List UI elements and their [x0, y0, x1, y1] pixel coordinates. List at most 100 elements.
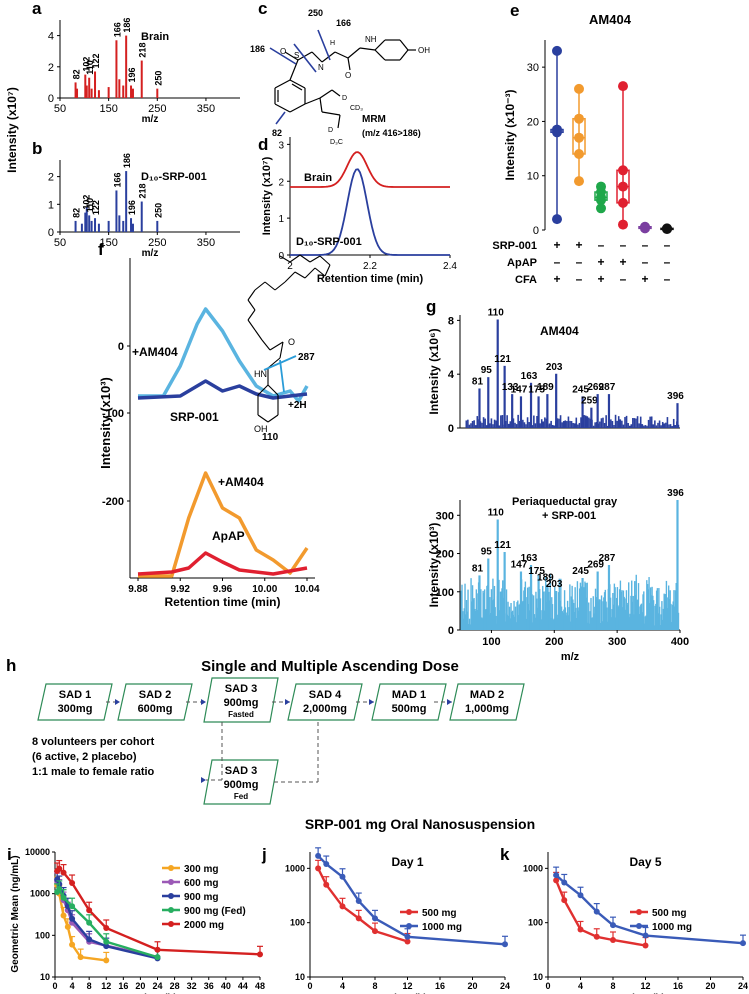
peak-label: 95	[481, 365, 493, 376]
pk-point	[77, 954, 84, 961]
bond	[267, 357, 281, 369]
row-label: ApAP	[507, 257, 537, 269]
bond	[289, 103, 306, 113]
peak-label: 218	[138, 43, 148, 58]
pk-point	[86, 907, 93, 914]
peak-label: 175	[528, 566, 545, 577]
cohort-box	[371, 683, 447, 721]
series-label: +AM404	[132, 345, 178, 359]
bond	[269, 341, 284, 351]
pk-point	[60, 894, 67, 901]
peak-label: 166	[112, 22, 122, 37]
legend-marker	[636, 923, 642, 929]
bond	[289, 79, 306, 89]
arrow-head	[447, 699, 452, 705]
x-tick-label: 350	[197, 103, 215, 115]
x-tick-label: 24	[738, 981, 748, 991]
legend-label: 2000 mg	[184, 920, 224, 931]
fragment-label: 287	[298, 352, 315, 363]
cohort-label: SAD 1	[59, 689, 91, 701]
panel-letter: g	[426, 297, 436, 316]
peak-label: 203	[546, 579, 563, 590]
peak-label: 121	[494, 540, 511, 551]
y-tick-label: 4	[448, 369, 455, 381]
peak-label: 186	[122, 18, 132, 33]
pk-point	[323, 861, 330, 868]
pk-point	[740, 940, 746, 947]
pk-series-line	[555, 874, 744, 945]
atom-label: D₃C	[330, 139, 343, 146]
data-point	[574, 149, 584, 159]
x-tick-label: 4	[340, 981, 345, 991]
pk-point	[323, 881, 330, 888]
bond	[261, 339, 271, 351]
bond	[314, 267, 326, 277]
row-mark: –	[642, 238, 649, 252]
bond	[257, 414, 269, 423]
bond	[399, 39, 409, 51]
x-tick-label: 48	[255, 981, 265, 991]
row-mark: –	[620, 238, 627, 252]
pk-point	[404, 938, 411, 945]
bond	[319, 97, 323, 113]
y-tick-label: 30	[527, 62, 539, 74]
row-mark: –	[576, 272, 583, 286]
peak-label: 110	[85, 60, 95, 75]
pk-point	[69, 915, 76, 922]
trace-am404-srp	[138, 307, 309, 403]
peak-label: 122	[91, 53, 101, 68]
x-tick-label: 10.00	[252, 584, 277, 595]
row-mark: +	[619, 255, 626, 269]
bond	[284, 271, 296, 283]
pk-point	[593, 908, 600, 915]
atom-label: H	[330, 40, 335, 47]
pk-point	[103, 957, 110, 964]
cohort-note: (6 active, 2 placebo)	[32, 751, 137, 763]
fragment-label: 186	[250, 44, 265, 54]
pk-point	[69, 880, 76, 887]
x-tick-label: 0	[545, 981, 550, 991]
pk-series-line	[317, 854, 506, 946]
y-tick-label: 10	[40, 972, 50, 982]
fragment-label: 110	[262, 432, 279, 443]
data-point	[618, 181, 628, 192]
peak-label: 163	[521, 371, 538, 382]
bond	[337, 114, 341, 129]
peak-label: 147	[511, 384, 528, 395]
atom-label: N	[318, 63, 324, 72]
bond	[304, 97, 321, 105]
peak-label: 82	[72, 208, 82, 218]
cohort-box	[117, 683, 193, 721]
row-mark: +	[597, 272, 604, 286]
bond	[324, 264, 331, 277]
am404-structure	[247, 254, 331, 423]
bond	[374, 39, 386, 51]
x-tick-label: 28	[170, 981, 180, 991]
pk-point	[577, 892, 584, 899]
chart-subtitle: + SRP-001	[542, 510, 596, 522]
atom-label: D	[342, 95, 347, 102]
row-mark: –	[620, 272, 627, 286]
atom-label: HN	[254, 369, 267, 379]
legend-marker	[168, 879, 174, 885]
peak-label: 166	[112, 172, 122, 187]
atom-label: D	[328, 127, 333, 134]
peak-label: 269	[587, 560, 604, 571]
chart-title: AM404	[540, 324, 579, 338]
bond	[293, 43, 317, 73]
trace-apap	[137, 551, 308, 576]
pk-point	[56, 885, 63, 892]
peak-label: 102	[81, 57, 91, 72]
y-tick-label: 10000	[25, 847, 50, 857]
y-tick-label: 100	[436, 587, 454, 599]
bond	[294, 271, 306, 279]
row-mark: +	[553, 272, 560, 286]
x-tick-label: 10.04	[294, 584, 319, 595]
row-label: SRP-001	[492, 240, 537, 252]
series-label: D₁₀-SRP-001	[296, 236, 362, 248]
y-tick-label: 0	[48, 227, 54, 239]
peak-label: 175	[528, 384, 545, 395]
peak-label: 81	[472, 563, 484, 574]
x-tick-label: 40	[221, 981, 231, 991]
bond	[311, 51, 323, 63]
